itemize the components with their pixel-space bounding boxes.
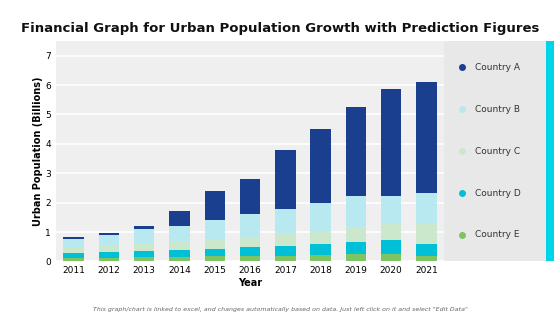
Bar xyxy=(275,150,296,209)
Bar xyxy=(169,242,190,250)
Bar xyxy=(275,209,296,234)
Bar xyxy=(381,89,402,197)
Bar xyxy=(240,247,260,256)
Bar xyxy=(310,129,331,203)
Bar xyxy=(63,258,84,261)
Bar xyxy=(169,257,190,261)
Bar xyxy=(416,193,437,224)
Bar xyxy=(240,256,260,261)
Bar xyxy=(134,226,155,229)
Bar xyxy=(204,220,225,239)
Bar xyxy=(204,191,225,220)
Bar xyxy=(275,234,296,246)
Bar xyxy=(99,233,119,235)
Bar xyxy=(134,229,155,243)
Bar xyxy=(134,251,155,257)
Bar xyxy=(416,255,437,261)
Bar xyxy=(416,82,437,193)
Bar xyxy=(134,243,155,251)
Bar xyxy=(63,247,84,253)
Bar xyxy=(381,197,402,223)
Bar xyxy=(240,179,260,215)
Y-axis label: Urban Population (Billions): Urban Population (Billions) xyxy=(32,77,43,226)
X-axis label: Year: Year xyxy=(238,278,262,288)
Text: This graph/chart is linked to excel, and changes automatically based on data. Ju: This graph/chart is linked to excel, and… xyxy=(92,307,468,312)
Text: Country A: Country A xyxy=(475,63,520,72)
Bar xyxy=(99,235,119,245)
Bar xyxy=(346,255,366,261)
Bar xyxy=(381,240,402,254)
Bar xyxy=(310,244,331,255)
Text: Financial Graph for Urban Population Growth with Prediction Figures: Financial Graph for Urban Population Gro… xyxy=(21,22,539,35)
Bar xyxy=(204,256,225,261)
Bar xyxy=(169,250,190,257)
Bar xyxy=(134,257,155,261)
Text: Country E: Country E xyxy=(475,231,519,239)
Text: Country B: Country B xyxy=(475,105,520,114)
Bar xyxy=(99,252,119,258)
Bar xyxy=(346,242,366,255)
Bar xyxy=(310,203,331,231)
Bar xyxy=(63,253,84,258)
Bar xyxy=(169,226,190,242)
Bar xyxy=(275,246,296,255)
Bar xyxy=(275,255,296,261)
Bar xyxy=(310,255,331,261)
Bar xyxy=(204,239,225,249)
Text: Country D: Country D xyxy=(475,189,520,198)
Bar xyxy=(416,244,437,255)
Bar xyxy=(63,239,84,247)
Bar xyxy=(240,237,260,247)
Bar xyxy=(99,258,119,261)
Text: Country C: Country C xyxy=(475,147,520,156)
Bar xyxy=(310,231,331,244)
Bar xyxy=(240,215,260,237)
Bar xyxy=(63,237,84,239)
Bar xyxy=(346,196,366,227)
Bar xyxy=(169,211,190,226)
Bar xyxy=(99,245,119,252)
Bar xyxy=(416,224,437,244)
Bar xyxy=(346,106,366,196)
Bar xyxy=(381,254,402,261)
Bar xyxy=(204,249,225,256)
Bar xyxy=(381,223,402,240)
Bar xyxy=(346,227,366,242)
